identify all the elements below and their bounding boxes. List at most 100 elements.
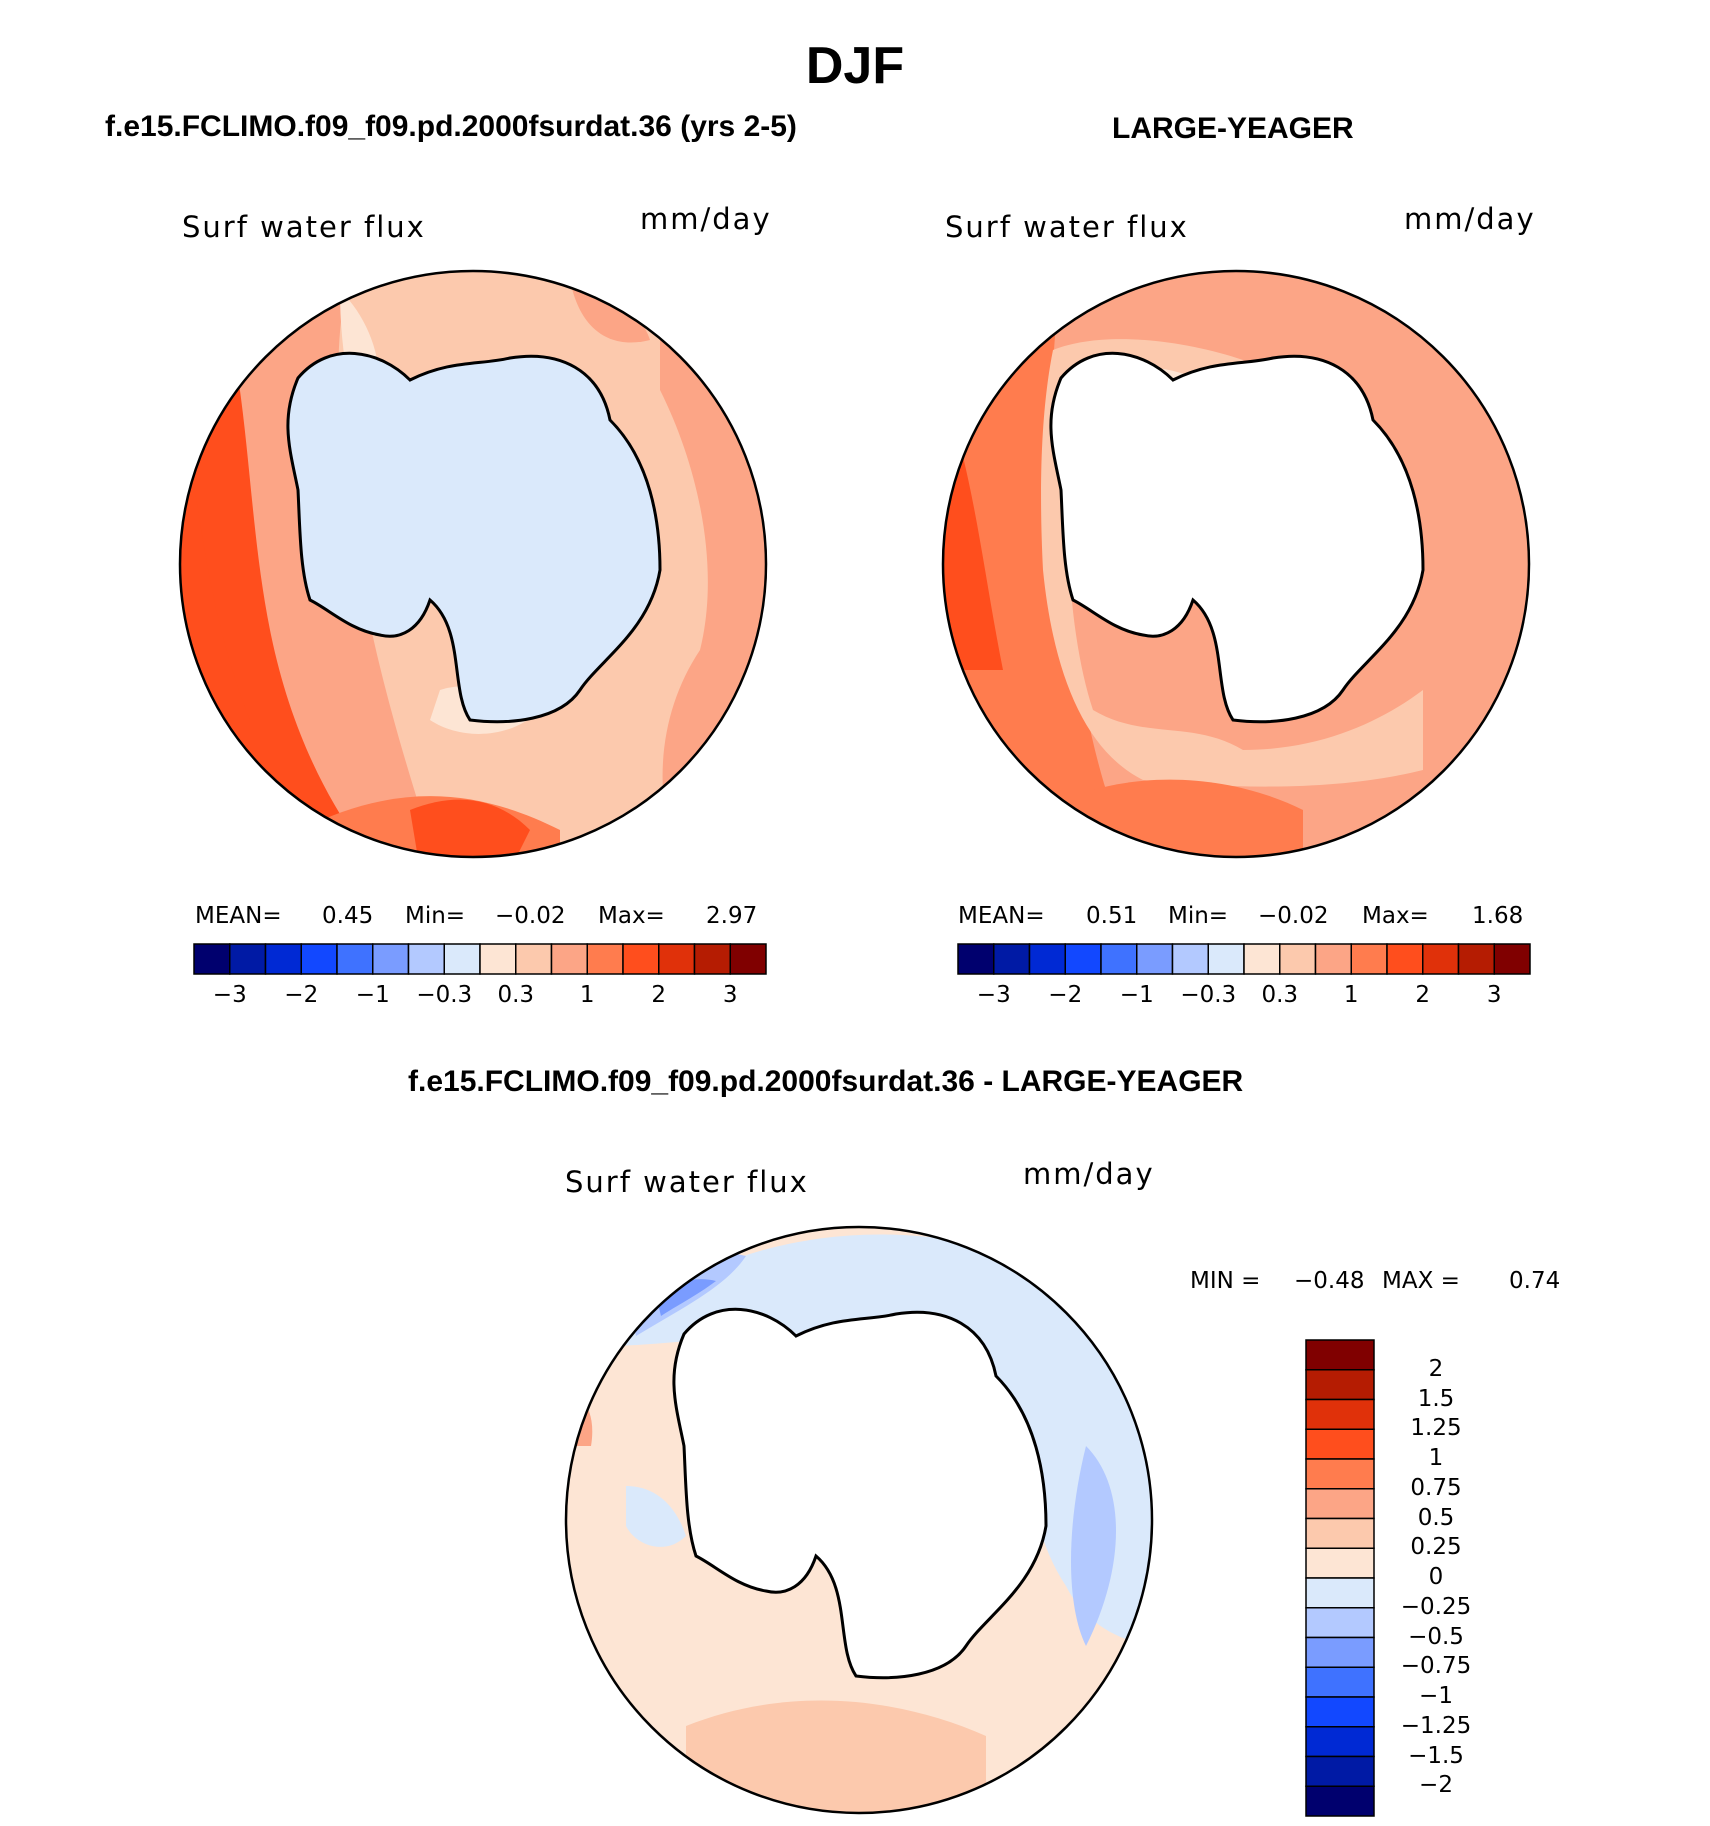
- colorbar-swatch: [1243, 943, 1281, 975]
- diff-field-south-pos: [686, 1700, 986, 1813]
- diff-variable-label: Surf water flux: [565, 1165, 809, 1199]
- panel2-colorbar-ticks: −3 −2 −1 −0.3 0.3 1 2 3: [0, 982, 1710, 1012]
- colorbar-swatch: [1064, 943, 1102, 975]
- diff-units-label: mm/day: [1023, 1157, 1155, 1191]
- colorbar-swatch: [1305, 1428, 1375, 1460]
- colorbar-tick-label: −2: [284, 982, 319, 1008]
- panel1-colorbar: [193, 943, 767, 975]
- colorbar-swatch: [1305, 1726, 1375, 1758]
- panel1-max-value: 2.97: [706, 903, 758, 929]
- colorbar-swatch: [729, 943, 767, 975]
- colorbar-swatch: [1493, 943, 1531, 975]
- colorbar-swatch: [957, 943, 995, 975]
- panel2-mean-value: 0.51: [1086, 903, 1138, 929]
- colorbar-tick-label: −3: [976, 982, 1011, 1008]
- colorbar-swatch: [1305, 1398, 1375, 1430]
- colorbar-swatch: [1305, 1517, 1375, 1549]
- colorbar-tick-label: 2: [651, 982, 667, 1008]
- panel1-map-border: [178, 269, 768, 859]
- colorbar-swatch: [1279, 943, 1317, 975]
- colorbar-swatch: [407, 943, 445, 975]
- panel2-colorbar: [957, 943, 1531, 975]
- diff-max-value: 0.74: [1509, 1268, 1561, 1294]
- colorbar-swatch: [300, 943, 338, 975]
- colorbar-swatch: [479, 943, 517, 975]
- panel2-mean-label: MEAN=: [958, 903, 1045, 929]
- panel2-case-title: LARGE-YEAGER: [1112, 112, 1354, 145]
- diff-case-title: f.e15.FCLIMO.f09_f09.pd.2000fsurdat.36 -…: [408, 1065, 1244, 1098]
- colorbar-swatch: [443, 943, 481, 975]
- colorbar-tick-label: −0.75: [1400, 1653, 1472, 1680]
- panel1-field-west-peak: [180, 390, 250, 720]
- colorbar-tick-label: 0.5: [1417, 1504, 1455, 1531]
- colorbar-tick-label: 2: [1415, 982, 1431, 1008]
- colorbar-tick-label: −1.25: [1400, 1712, 1472, 1739]
- panel2-min-label: Min=: [1168, 903, 1229, 929]
- colorbar-tick-label: 0.3: [497, 982, 535, 1008]
- panel1-units-label: mm/day: [640, 202, 772, 236]
- colorbar-tick-label: −1: [1119, 982, 1154, 1008]
- diff-colorbar: [1305, 1339, 1375, 1817]
- colorbar-swatch: [658, 943, 696, 975]
- colorbar-swatch: [372, 943, 410, 975]
- panel1-min-label: Min=: [405, 903, 466, 929]
- colorbar-swatch: [1305, 1696, 1375, 1728]
- colorbar-tick-label: 0.25: [1410, 1534, 1462, 1561]
- colorbar-swatch: [1305, 1785, 1375, 1817]
- colorbar-tick-label: 0.75: [1410, 1474, 1462, 1501]
- panel1-field-south-peak: [410, 799, 530, 857]
- colorbar-swatch: [1314, 943, 1352, 975]
- main-title: DJF: [805, 37, 905, 95]
- colorbar-swatch: [1305, 1369, 1375, 1401]
- colorbar-tick-label: −0.3: [416, 982, 473, 1008]
- colorbar-swatch: [229, 943, 267, 975]
- panel1-max-label: Max=: [598, 903, 665, 929]
- diff-polar-map: [564, 1225, 1154, 1815]
- colorbar-swatch: [336, 943, 374, 975]
- diff-field-north-neg: [606, 1234, 1152, 1646]
- colorbar-tick-label: −3: [212, 982, 247, 1008]
- colorbar-swatch: [515, 943, 553, 975]
- diff-max-label: MAX =: [1382, 1268, 1460, 1294]
- colorbar-tick-label: 3: [1486, 982, 1502, 1008]
- colorbar-swatch: [1305, 1547, 1375, 1579]
- colorbar-swatch: [1171, 943, 1209, 975]
- colorbar-tick-label: 1: [579, 982, 595, 1008]
- colorbar-swatch: [1305, 1488, 1375, 1520]
- colorbar-tick-label: −2: [1419, 1772, 1453, 1799]
- colorbar-tick-label: −2: [1048, 982, 1083, 1008]
- colorbar-swatch: [1305, 1636, 1375, 1668]
- diff-antarctica-land: [672, 1307, 1048, 1680]
- colorbar-tick-label: −1: [355, 982, 390, 1008]
- colorbar-swatch: [550, 943, 588, 975]
- panel1-min-value: −0.02: [495, 903, 566, 929]
- colorbar-tick-label: 0: [1428, 1564, 1444, 1590]
- diff-field-east-neg2: [1071, 1446, 1116, 1646]
- colorbar-tick-label: 1.5: [1417, 1385, 1455, 1412]
- colorbar-tick-label: 1.25: [1410, 1415, 1462, 1442]
- colorbar-tick-label: 2: [1428, 1355, 1444, 1382]
- colorbar-swatch: [993, 943, 1031, 975]
- panel2-map-border: [941, 269, 1531, 859]
- colorbar-swatch: [1457, 943, 1495, 975]
- panel2-min-value: −0.02: [1258, 903, 1329, 929]
- colorbar-swatch: [1136, 943, 1174, 975]
- panel1-variable-label: Surf water flux: [182, 210, 426, 244]
- panel1-case-title: f.e15.FCLIMO.f09_f09.pd.2000fsurdat.36 (…: [105, 110, 797, 143]
- colorbar-swatch: [693, 943, 731, 975]
- colorbar-swatch: [1028, 943, 1066, 975]
- panel2-polar-map: [941, 269, 1531, 859]
- panel1-mean-label: MEAN=: [195, 903, 282, 929]
- colorbar-swatch: [1305, 1458, 1375, 1490]
- panel1-antarctica-land: [286, 351, 662, 724]
- panel2-antarctica-land: [1049, 351, 1425, 724]
- colorbar-swatch: [193, 943, 231, 975]
- diff-field-west-neg: [626, 1486, 686, 1547]
- colorbar-swatch: [1100, 943, 1138, 975]
- colorbar-swatch: [1305, 1339, 1375, 1371]
- colorbar-swatch: [1350, 943, 1388, 975]
- diff-min-value: −0.48: [1294, 1268, 1365, 1294]
- colorbar-swatch: [1207, 943, 1245, 975]
- panel1-mean-value: 0.45: [322, 903, 374, 929]
- colorbar-swatch: [1386, 943, 1424, 975]
